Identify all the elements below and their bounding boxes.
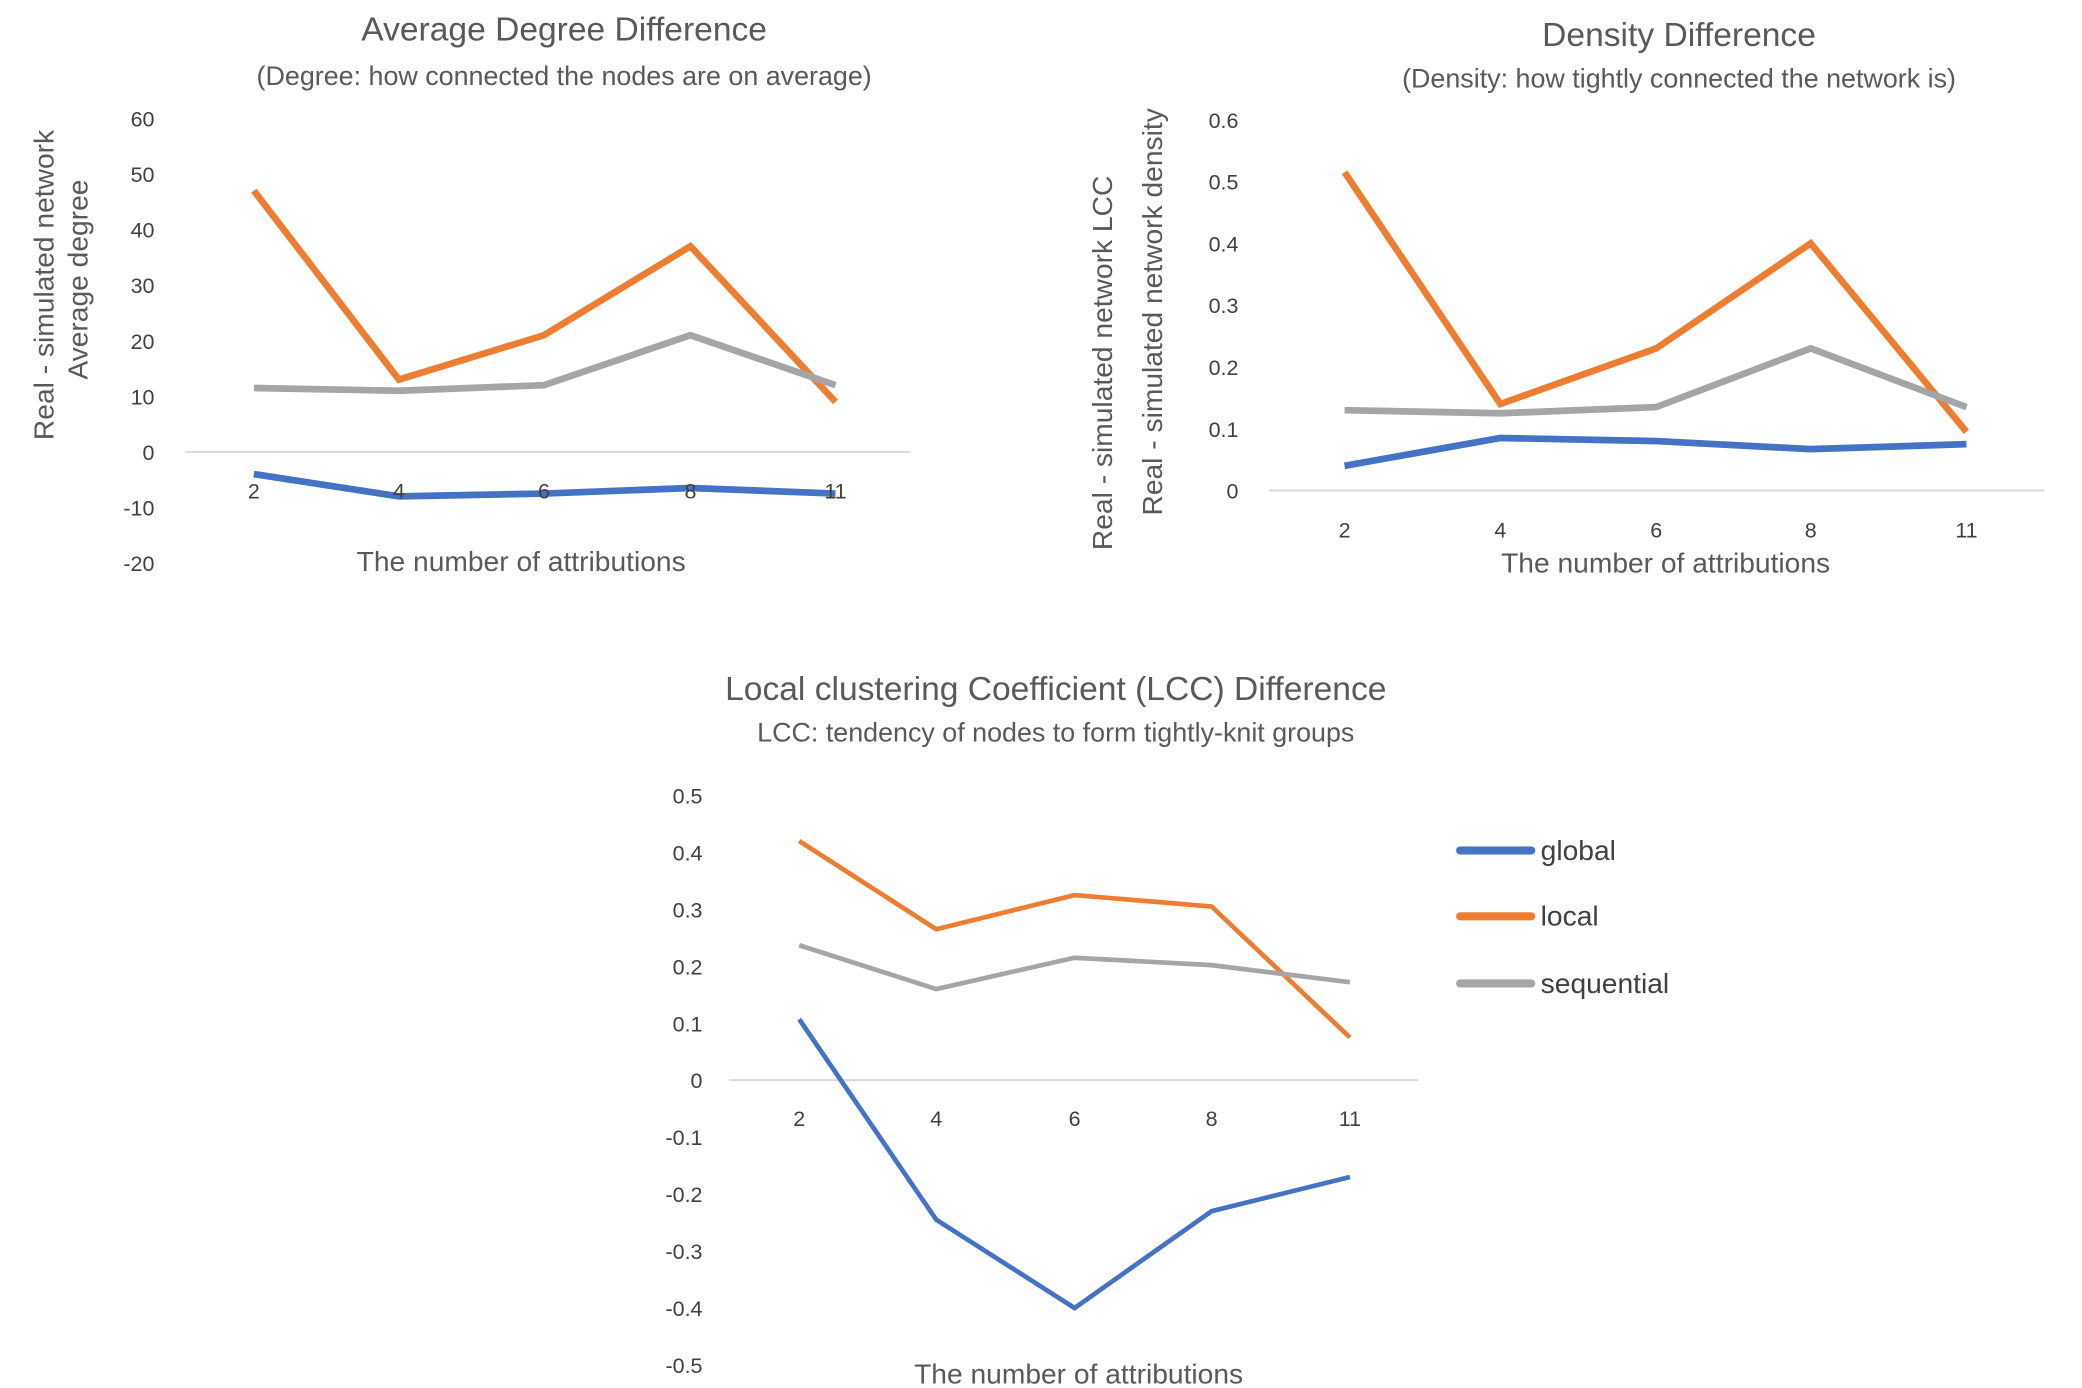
y-axis-label-line2: Real - simulated network density (1136, 107, 1168, 515)
chart-title: Local clustering Coefficient (LCC) Diffe… (725, 671, 1386, 708)
series-line-local (1341, 170, 1970, 434)
y-tick-label: 20 (131, 330, 155, 354)
x-axis-label: The number of attributions (914, 1358, 1243, 1388)
chart-subtitle: LCC: tendency of nodes to form tightly-k… (757, 718, 1354, 748)
x-tick-label: 11 (1955, 519, 1977, 543)
y-tick-label: 40 (131, 219, 155, 243)
chart-density: Density Difference (Density: how tightly… (1086, 17, 2045, 578)
x-tick-label: 8 (684, 480, 696, 504)
x-tick-label: 2 (1339, 519, 1351, 543)
x-tick-label: 2 (248, 480, 260, 504)
y-axis-label-line2: Average degree (61, 180, 93, 380)
x-tick-label: 11 (824, 480, 846, 504)
y-tick-label: -0.1 (665, 1126, 702, 1150)
x-tick-label: 6 (1069, 1107, 1081, 1131)
y-tick-label: 0.4 (1209, 232, 1239, 256)
x-tick-label: 4 (1494, 519, 1506, 543)
y-tick-label: 0 (143, 441, 155, 465)
chart-subtitle: (Degree: how connected the nodes are on … (257, 61, 872, 91)
y-tick-label: 0 (691, 1069, 703, 1093)
y-tick-label: 0.5 (1209, 171, 1239, 195)
chart-average-degree: Average Degree Difference (Degree: how c… (28, 12, 911, 577)
series-line-global (1343, 434, 1967, 470)
series-line-sequential (1344, 344, 1968, 417)
y-tick-label: -10 (123, 497, 154, 521)
y-tick-label: 30 (131, 274, 155, 298)
y-tick-label: -0.5 (665, 1354, 702, 1378)
y-tick-label: -20 (123, 552, 154, 576)
y-tick-label: 0 (1227, 480, 1239, 504)
series-line-local (797, 838, 1352, 1040)
y-tick-label: 0.4 (673, 841, 703, 865)
series-line-local (251, 188, 838, 405)
y-tick-label: 50 (131, 163, 155, 187)
y-tick-label: 60 (131, 107, 155, 131)
series-line-sequential (253, 331, 837, 395)
x-tick-label: 11 (1339, 1107, 1361, 1131)
x-tick-label: 6 (538, 480, 550, 504)
y-tick-label: -0.2 (665, 1183, 702, 1207)
x-tick-label: 8 (1206, 1107, 1218, 1131)
chart-title: Density Difference (1542, 17, 1816, 54)
chart-title: Average Degree Difference (361, 12, 767, 49)
y-tick-label: 0.1 (673, 1012, 703, 1036)
legend-label-global: global (1541, 834, 1616, 866)
x-tick-label: 4 (930, 1107, 942, 1131)
series-line-sequential (798, 942, 1351, 992)
chart-subtitle: (Density: how tightly connected the netw… (1402, 64, 1956, 94)
y-tick-label: 0.6 (1209, 109, 1239, 133)
y-tick-label: 10 (131, 385, 155, 409)
x-axis-label: The number of attributions (1501, 546, 1830, 578)
y-tick-label: 0.5 (673, 784, 703, 808)
y-tick-label: 0.2 (673, 955, 703, 979)
x-tick-label: 8 (1805, 519, 1817, 543)
x-tick-label: 2 (793, 1107, 805, 1131)
y-axis-label-line1: Real - simulated network LCC (1086, 176, 1118, 550)
chart-lcc: Local clustering Coefficient (LCC) Diffe… (665, 671, 1669, 1388)
legend: global local sequential (1456, 834, 1670, 999)
y-tick-label: -0.4 (665, 1297, 702, 1321)
x-axis-label: The number of attributions (357, 545, 686, 577)
x-tick-label: 4 (393, 480, 405, 504)
y-tick-label: 0.3 (1209, 294, 1239, 318)
legend-label-sequential: sequential (1541, 967, 1670, 999)
y-tick-label: -0.3 (665, 1240, 702, 1264)
y-tick-label: 0.3 (673, 898, 703, 922)
y-axis-label-line1: Real - simulated network (28, 129, 60, 440)
y-tick-label: 0.1 (1209, 418, 1239, 442)
x-tick-label: 6 (1650, 519, 1662, 543)
legend-label-local: local (1541, 900, 1599, 932)
y-tick-label: 0.2 (1209, 356, 1239, 380)
series-line-global (797, 1017, 1351, 1311)
